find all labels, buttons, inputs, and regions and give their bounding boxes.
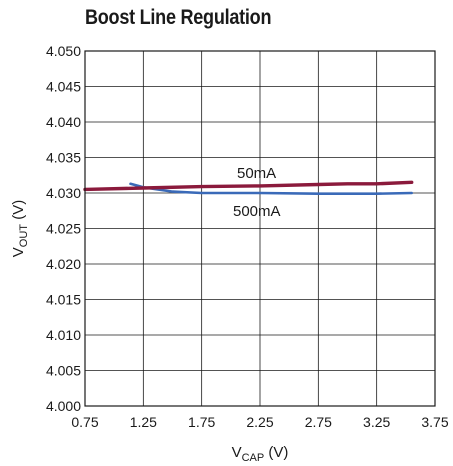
y-tick-label: 4.025 [46,221,81,237]
x-tick-label: 1.75 [188,414,215,430]
y-axis-title: VOUT (V) [10,200,30,257]
y-axis-title-unit: (V) [10,200,27,224]
x-tick-labels: 0.75 1.25 1.75 2.25 2.75 3.25 3.75 [71,414,448,430]
y-tick-label: 4.015 [46,292,81,308]
x-axis-title-main: V [232,444,242,461]
chart-title: Boost Line Regulation [85,6,272,29]
y-axis-title-main: V [10,247,27,257]
x-tick-label: 0.75 [71,414,98,430]
y-tick-label: 4.010 [46,327,81,343]
series-label-500ma: 500mA [233,203,281,220]
series-lines [83,180,414,195]
x-tick-label: 2.25 [246,414,273,430]
y-tick-label: 4.035 [46,150,81,166]
y-tick-label: 4.030 [46,185,81,201]
y-tick-label: 4.020 [46,256,81,272]
x-axis-title: VCAP (V) [232,444,289,464]
x-tick-label: 2.75 [305,414,332,430]
x-tick-label: 3.75 [421,414,448,430]
x-tick-label: 1.25 [130,414,157,430]
y-axis-title-sub: OUT [18,224,30,248]
y-tick-label: 4.045 [46,79,81,95]
x-axis-title-unit: (V) [264,444,288,461]
y-tick-label: 4.005 [46,363,81,379]
y-tick-label: 4.040 [46,114,81,130]
series-line-50ma [83,180,414,192]
y-tick-label: 4.050 [46,43,81,59]
y-tick-label: 4.000 [46,398,81,414]
plot-frame [84,50,436,407]
x-tick-label: 3.25 [363,414,390,430]
grid [85,51,435,406]
series-label-50ma: 50mA [237,165,276,182]
x-axis-title-sub: CAP [242,452,265,464]
y-tick-labels: 4.000 4.005 4.010 4.015 4.020 4.025 4.030 4.035… [46,43,81,414]
